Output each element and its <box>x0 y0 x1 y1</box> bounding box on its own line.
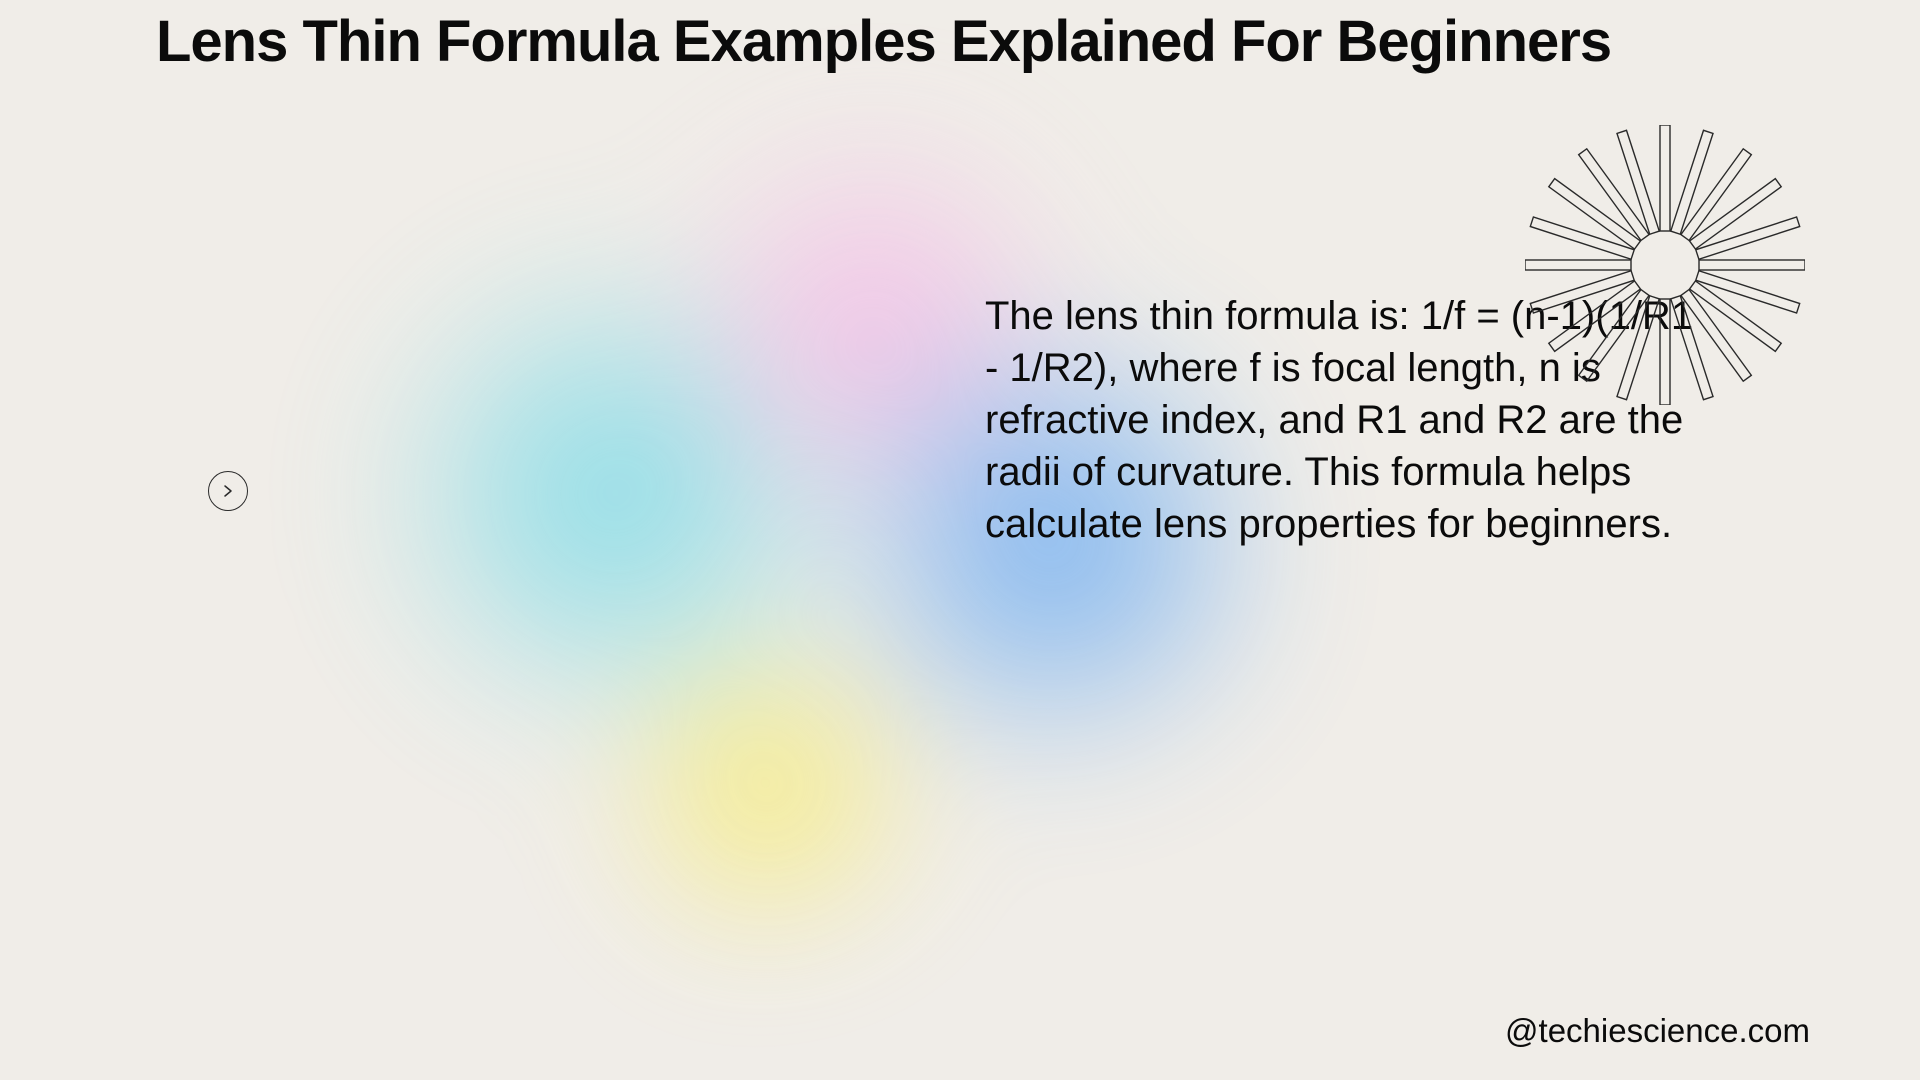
page-title: Lens Thin Formula Examples Explained For… <box>156 8 1611 75</box>
chevron-right-icon <box>222 484 234 498</box>
sunburst-icon <box>1525 125 1805 405</box>
arrow-circle-icon <box>208 471 248 511</box>
attribution: @techiescience.com <box>1505 1012 1810 1050</box>
